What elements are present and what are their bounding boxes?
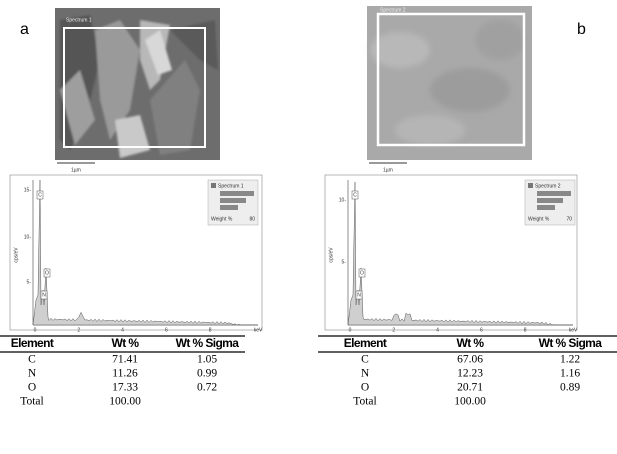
panel-label: b (577, 21, 586, 38)
table-cell: 20.71 (457, 382, 483, 394)
legend-max: 70 (566, 216, 572, 222)
table-cell: 17.33 (112, 382, 138, 394)
x-tick-label: 8 (209, 327, 212, 333)
peak-label: C (353, 192, 357, 198)
x-tick-label: 4 (121, 327, 124, 333)
x-tick-label: 2 (392, 327, 395, 333)
y-tick-label: 10- (24, 234, 32, 240)
legend-bar (537, 198, 563, 203)
table-header: Wt % Sigma (539, 336, 603, 350)
legend-swatch (211, 183, 216, 188)
table-header: Wt % Sigma (176, 336, 240, 350)
y-tick-label: 5- (342, 259, 347, 265)
x-tick-label: 4 (436, 327, 439, 333)
y-axis-title: cps/eV (328, 247, 334, 263)
table-cell: 67.06 (457, 354, 483, 366)
table-header: Wt % (457, 336, 485, 350)
peak-label: C (38, 192, 42, 198)
peak-label: N (357, 292, 361, 298)
table-cell: 0.89 (560, 382, 580, 394)
table-cell: 100.00 (454, 396, 486, 408)
table-cell: 1.05 (197, 354, 217, 366)
x-tick-label: 0 (34, 327, 37, 333)
table-cell: 12.23 (457, 368, 483, 380)
table-cell: 0.72 (197, 382, 217, 394)
table-cell: Total (20, 396, 43, 408)
x-unit: keV (569, 327, 578, 333)
x-tick-label: 0 (349, 327, 352, 333)
table-cell: 1.16 (560, 368, 580, 380)
x-tick-label: 2 (77, 327, 80, 333)
y-tick-label: 5- (27, 279, 32, 285)
legend-bar (220, 191, 254, 196)
image-title: Spectrum 2 (380, 7, 406, 13)
x-tick-label: 6 (165, 327, 168, 333)
table-cell: 11.26 (112, 368, 138, 380)
table-cell: C (361, 354, 369, 366)
sem-image (55, 8, 220, 163)
table-header: Wt % (112, 336, 140, 350)
table-cell: O (28, 382, 36, 394)
scale-label: 1µm (383, 167, 393, 173)
x-unit: keV (254, 327, 263, 333)
legend-bar (537, 191, 571, 196)
legend-title: Spectrum 1 (218, 183, 244, 189)
y-axis-title: cps/eV (13, 247, 19, 263)
peak-label: O (45, 270, 49, 276)
legend-bar (220, 198, 246, 203)
x-tick-label: 8 (524, 327, 527, 333)
y-tick-label: 15- (24, 187, 32, 193)
legend-footer: Weight % (528, 216, 550, 222)
table-cell: 1.22 (560, 354, 580, 366)
legend-title: Spectrum 2 (535, 183, 561, 189)
table-cell: 71.41 (112, 354, 138, 366)
peak-label: O (360, 270, 364, 276)
peak-label: N (42, 292, 46, 298)
table-cell: O (361, 382, 369, 394)
x-tick-label: 6 (480, 327, 483, 333)
image-title: Spectrum 1 (66, 17, 92, 23)
table-cell: N (361, 368, 370, 380)
table-header: Element (11, 336, 54, 350)
legend-bar (220, 205, 238, 210)
legend-swatch (528, 183, 533, 188)
table-header: Element (344, 336, 387, 350)
sem-image (367, 6, 532, 163)
table-cell: 100.00 (109, 396, 141, 408)
table-cell: C (28, 354, 36, 366)
panel-label: a (20, 21, 29, 38)
table-cell: N (28, 368, 37, 380)
figure: aSpectrum 11µmcps/eV15-10-5-02468keVCNOS… (0, 0, 617, 454)
table-cell: Total (353, 396, 376, 408)
legend-bar (537, 205, 555, 210)
scale-label: 1µm (71, 167, 81, 173)
table-cell: 0.99 (197, 368, 217, 380)
legend-max: 80 (249, 216, 255, 222)
y-tick-label: 10- (339, 197, 347, 203)
legend-footer: Weight % (211, 216, 233, 222)
